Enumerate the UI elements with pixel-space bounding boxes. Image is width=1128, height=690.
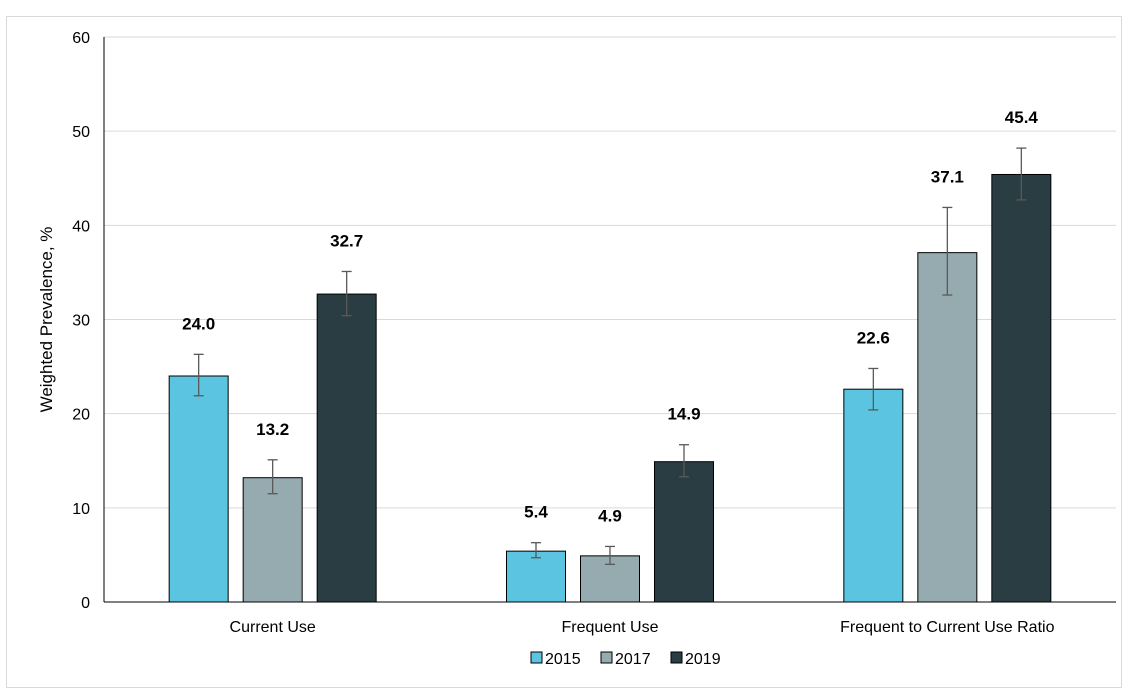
- x-axis-categories: Current Use Frequent Use Frequent to Curre…: [230, 619, 1055, 636]
- bar: [917, 252, 978, 603]
- legend: 2015 2017 2019: [530, 651, 721, 668]
- y-tick-label: 50: [72, 124, 90, 141]
- legend-swatch: [600, 651, 613, 664]
- data-label: 14.9: [667, 405, 700, 424]
- legend-label: 2017: [615, 651, 651, 668]
- y-tick-label: 10: [72, 501, 90, 518]
- data-label: 37.1: [931, 167, 964, 186]
- y-axis-label: Weighted Prevalence, %: [37, 227, 56, 413]
- data-label: 22.6: [857, 328, 890, 347]
- y-tick-label: 0: [81, 595, 90, 612]
- y-tick-label: 20: [72, 407, 90, 424]
- bar: [991, 173, 1052, 603]
- x-category-label: Frequent Use: [562, 619, 659, 636]
- axes: [103, 37, 1116, 603]
- data-label: 5.4: [524, 503, 548, 522]
- legend-swatch: [670, 651, 683, 664]
- data-label: 24.0: [182, 314, 215, 333]
- x-category-label: Current Use: [230, 619, 316, 636]
- bar: [242, 477, 303, 603]
- y-tick-label: 40: [72, 218, 90, 235]
- bar: [506, 550, 566, 603]
- error-bars: [193, 147, 1027, 565]
- bar: [168, 375, 229, 603]
- data-label: 45.4: [1005, 108, 1039, 127]
- legend-swatch: [530, 651, 543, 664]
- y-axis-ticks: 0 10 20 30 40 50 60: [72, 30, 90, 612]
- bar: [654, 461, 714, 603]
- bars: [168, 173, 1052, 603]
- data-label: 13.2: [256, 420, 289, 439]
- y-tick-label: 30: [72, 313, 90, 330]
- x-category-label: Frequent to Current Use Ratio: [840, 619, 1054, 636]
- y-tick-label: 60: [72, 30, 90, 47]
- legend-label: 2019: [685, 651, 721, 668]
- data-labels: 24.0 13.2 32.7 5.4 4.9 14.9 22.6 37.1 45.4: [182, 108, 1038, 525]
- bar: [316, 293, 377, 603]
- data-label: 32.7: [330, 231, 363, 250]
- data-label: 4.9: [598, 506, 622, 525]
- bar: [843, 388, 904, 603]
- legend-label: 2015: [545, 651, 581, 668]
